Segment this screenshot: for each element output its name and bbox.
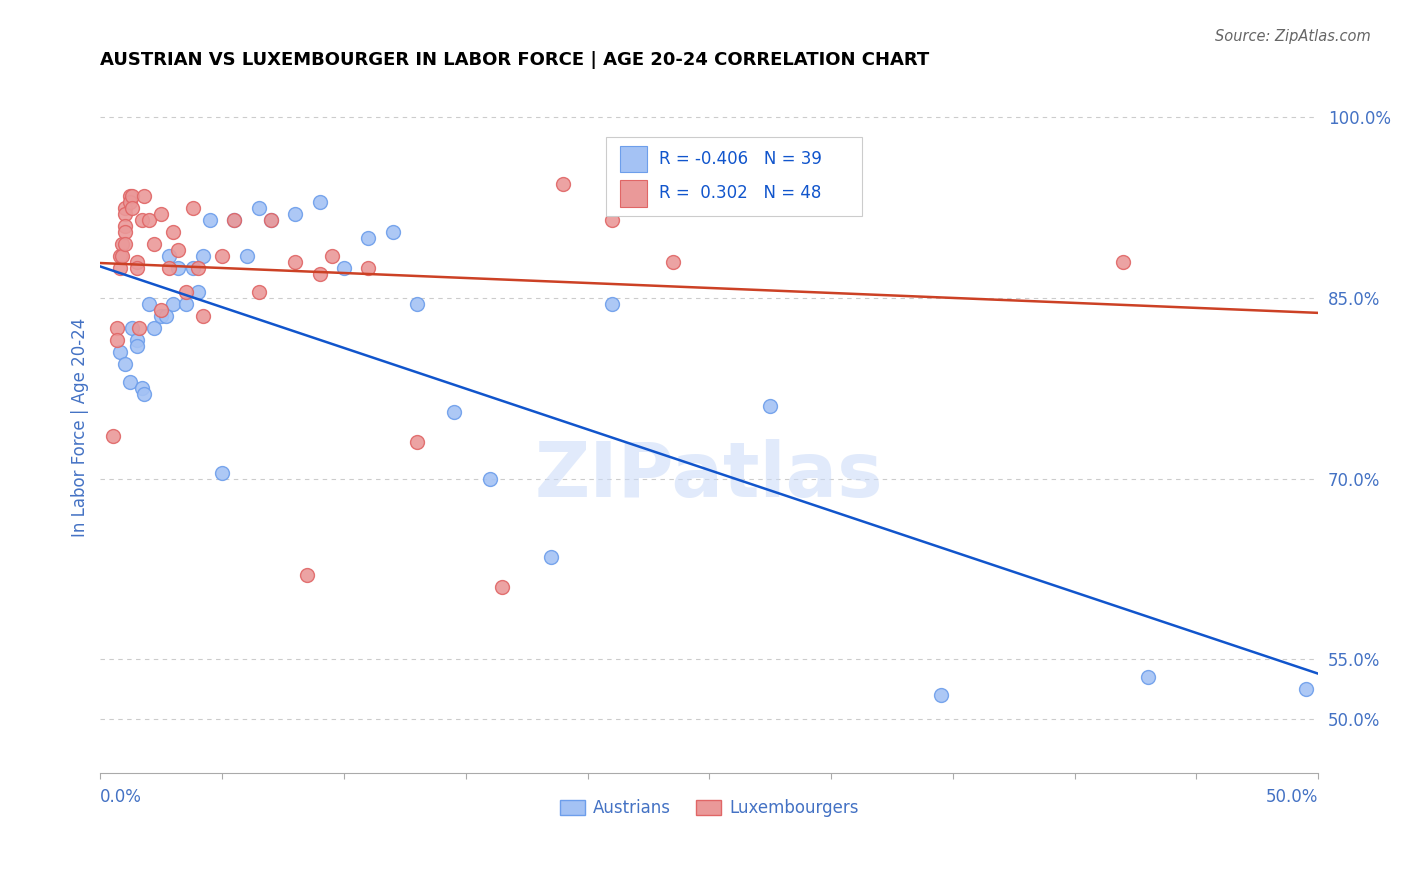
- Point: [134, 387, 156, 401]
- Point: [108, 249, 131, 263]
- Point: [101, 429, 124, 443]
- Point: [1112, 255, 1135, 269]
- Point: [260, 212, 283, 227]
- Point: [308, 267, 330, 281]
- Point: [284, 207, 307, 221]
- Point: [155, 309, 177, 323]
- Point: [491, 580, 513, 594]
- Point: [131, 381, 153, 395]
- Point: [121, 188, 143, 202]
- Point: [114, 225, 136, 239]
- FancyBboxPatch shape: [620, 145, 647, 172]
- Point: [187, 285, 209, 299]
- Point: [181, 201, 204, 215]
- Point: [118, 194, 141, 209]
- Point: [162, 297, 184, 311]
- Point: [357, 231, 380, 245]
- Point: [150, 303, 173, 318]
- Point: [142, 236, 165, 251]
- Point: [211, 466, 233, 480]
- Point: [759, 400, 782, 414]
- Point: [224, 212, 246, 227]
- Point: [198, 212, 221, 227]
- Point: [131, 212, 153, 227]
- Point: [191, 249, 214, 263]
- Point: [121, 321, 143, 335]
- Point: [600, 212, 623, 227]
- Point: [308, 194, 330, 209]
- Point: [138, 212, 160, 227]
- Point: [167, 243, 190, 257]
- Point: [118, 376, 141, 390]
- Text: AUSTRIAN VS LUXEMBOURGER IN LABOR FORCE | AGE 20-24 CORRELATION CHART: AUSTRIAN VS LUXEMBOURGER IN LABOR FORCE …: [100, 51, 929, 69]
- Point: [260, 212, 283, 227]
- Point: [157, 249, 180, 263]
- Point: [553, 177, 575, 191]
- Point: [284, 255, 307, 269]
- Point: [162, 225, 184, 239]
- Point: [321, 249, 343, 263]
- Point: [157, 260, 180, 275]
- Point: [121, 201, 143, 215]
- Point: [357, 260, 380, 275]
- Point: [1136, 670, 1159, 684]
- Point: [114, 357, 136, 371]
- Point: [150, 207, 173, 221]
- Legend: Austrians, Luxembourgers: Austrians, Luxembourgers: [553, 793, 866, 824]
- Point: [125, 339, 148, 353]
- Point: [167, 260, 190, 275]
- Point: [142, 321, 165, 335]
- Point: [181, 260, 204, 275]
- Point: [150, 309, 173, 323]
- Point: [118, 188, 141, 202]
- Point: [174, 285, 197, 299]
- Point: [134, 188, 156, 202]
- Point: [540, 549, 562, 564]
- Point: [479, 471, 502, 485]
- Text: R = -0.406   N = 39: R = -0.406 N = 39: [659, 150, 823, 168]
- Point: [247, 201, 270, 215]
- Point: [224, 212, 246, 227]
- Point: [747, 183, 769, 197]
- Point: [114, 236, 136, 251]
- Text: Source: ZipAtlas.com: Source: ZipAtlas.com: [1215, 29, 1371, 44]
- Point: [406, 435, 429, 450]
- Point: [111, 236, 134, 251]
- Point: [138, 297, 160, 311]
- Text: ZIPatlas: ZIPatlas: [536, 439, 883, 513]
- Point: [191, 309, 214, 323]
- Point: [108, 345, 131, 359]
- Text: 0.0%: 0.0%: [100, 788, 142, 805]
- Point: [235, 249, 257, 263]
- Point: [443, 405, 465, 419]
- Point: [108, 260, 131, 275]
- Point: [107, 321, 129, 335]
- Point: [187, 260, 209, 275]
- Point: [929, 688, 952, 702]
- Point: [125, 333, 148, 347]
- FancyBboxPatch shape: [606, 136, 862, 216]
- Point: [333, 260, 356, 275]
- Point: [662, 255, 685, 269]
- Point: [114, 201, 136, 215]
- Point: [174, 297, 197, 311]
- Point: [247, 285, 270, 299]
- Text: R =  0.302   N = 48: R = 0.302 N = 48: [659, 185, 821, 202]
- Y-axis label: In Labor Force | Age 20-24: In Labor Force | Age 20-24: [72, 318, 89, 537]
- Point: [107, 333, 129, 347]
- Point: [125, 260, 148, 275]
- Point: [297, 567, 319, 582]
- Point: [381, 225, 404, 239]
- Point: [111, 249, 134, 263]
- Text: 50.0%: 50.0%: [1265, 788, 1319, 805]
- Point: [211, 249, 233, 263]
- Point: [1295, 682, 1317, 697]
- Point: [125, 255, 148, 269]
- Point: [406, 297, 429, 311]
- Point: [114, 207, 136, 221]
- Point: [114, 219, 136, 233]
- FancyBboxPatch shape: [620, 180, 647, 207]
- Point: [128, 321, 150, 335]
- Point: [600, 297, 623, 311]
